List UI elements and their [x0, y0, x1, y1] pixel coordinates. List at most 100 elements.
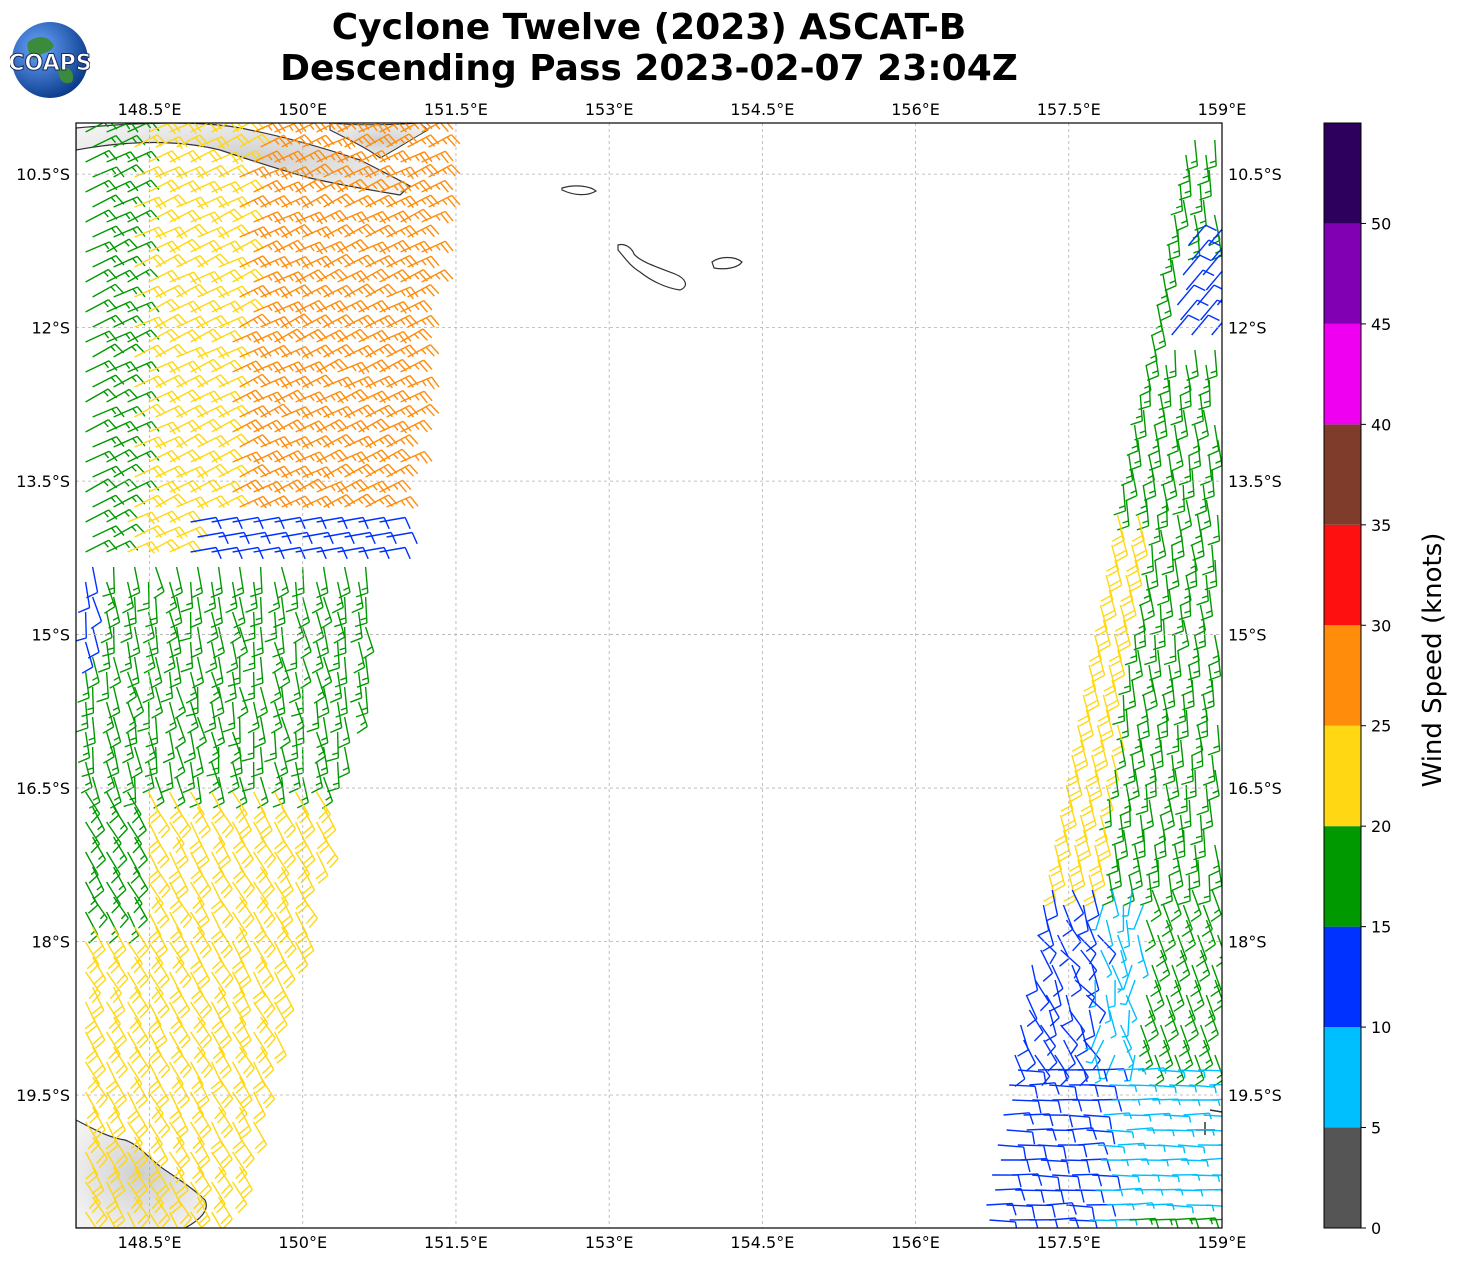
- wind-barb: [106, 971, 122, 1004]
- wind-barb: [197, 531, 229, 545]
- wind-barb: [196, 956, 211, 989]
- wind-barb: [1086, 1129, 1116, 1145]
- wind-barb: [1158, 379, 1172, 411]
- land-guadalcanal: [617, 243, 687, 291]
- wind-barb: [91, 866, 105, 899]
- wind-barb: [237, 686, 249, 719]
- wind-barb: [174, 716, 187, 749]
- wind-barb: [147, 821, 162, 854]
- wind-barb: [1123, 589, 1137, 622]
- wind-barb: [344, 314, 377, 328]
- wind-barb: [113, 255, 146, 268]
- wind-barb: [92, 343, 125, 358]
- wind-barb: [1185, 269, 1215, 291]
- wind-barb: [1101, 874, 1114, 907]
- wind-barb: [85, 330, 118, 343]
- wind-barb: [231, 566, 245, 599]
- wind-barb: [1151, 739, 1164, 771]
- wind-barb: [379, 269, 412, 283]
- wind-barb: [1135, 484, 1148, 517]
- wind-barb: [379, 389, 412, 403]
- wind-barb: [1046, 1202, 1077, 1215]
- wind-barb: [190, 596, 203, 629]
- wind-barb: [81, 686, 95, 718]
- wind-barb: [379, 239, 412, 253]
- wind-barb: [83, 716, 96, 748]
- wind-barb: [259, 956, 275, 989]
- wind-barb: [148, 298, 181, 313]
- wind-barb: [127, 209, 160, 223]
- wind-barb: [1109, 559, 1123, 592]
- wind-barb: [274, 181, 307, 195]
- colorbar-segment-7: [1324, 424, 1361, 525]
- lon-tick-top-2: 151.5°E: [424, 100, 488, 119]
- wind-barb: [1092, 1098, 1123, 1112]
- wind-barb: [1111, 514, 1125, 547]
- wind-barb: [407, 163, 440, 178]
- wind-barb: [337, 123, 370, 133]
- wind-barb: [127, 480, 160, 493]
- wind-barb: [1066, 1204, 1095, 1220]
- wind-barb: [323, 253, 356, 268]
- wind-barb: [1077, 934, 1097, 965]
- wind-barb: [1180, 499, 1193, 532]
- wind-barb: [147, 1061, 162, 1094]
- wind-barb: [338, 746, 351, 779]
- wind-barb: [386, 434, 419, 448]
- wind-barb: [1137, 934, 1145, 964]
- plot-title-line1: Cyclone Twelve (2023) ASCAT-B: [331, 7, 967, 48]
- wind-barb: [323, 193, 356, 208]
- wind-barb: [148, 390, 181, 404]
- wind-barb: [1204, 139, 1217, 171]
- wind-barb: [1103, 664, 1117, 697]
- wind-barb: [1028, 1009, 1044, 1042]
- wind-barb: [260, 285, 293, 299]
- wind-barb: [1141, 544, 1154, 576]
- wind-barb: [174, 776, 186, 809]
- wind-barb: [217, 1016, 233, 1049]
- wind-barb: [1200, 799, 1214, 831]
- wind-barb: [218, 1166, 234, 1199]
- wind-barb: [119, 641, 133, 674]
- wind-barb: [281, 926, 297, 959]
- wind-barb: [112, 986, 126, 1019]
- wind-barb: [190, 546, 222, 560]
- wind-barb: [428, 194, 461, 208]
- wind-barb: [1199, 949, 1211, 982]
- wind-barb: [295, 178, 328, 193]
- wind-barb: [1144, 919, 1157, 952]
- wind-barb: [1106, 1129, 1135, 1139]
- wind-barb: [1120, 574, 1134, 607]
- wind-barb: [176, 896, 193, 929]
- wind-barb: [133, 866, 149, 899]
- wind-barb: [1157, 1069, 1186, 1079]
- wind-barb: [1148, 514, 1161, 546]
- wind-barb: [128, 626, 141, 659]
- wind-barb: [1198, 364, 1211, 397]
- wind-barb: [1063, 799, 1077, 832]
- lon-tick-bottom-7: 159°E: [1198, 1233, 1247, 1252]
- wind-barb: [196, 806, 211, 839]
- wind-barb: [306, 701, 320, 733]
- wind-barb: [288, 671, 302, 704]
- wind-barb: [175, 926, 190, 959]
- wind-barb: [1140, 949, 1149, 979]
- wind-barb: [407, 376, 440, 390]
- wind-barb: [1191, 314, 1220, 336]
- wind-barb: [106, 361, 139, 373]
- wind-barb: [1108, 979, 1116, 1009]
- wind-barb: [344, 435, 377, 449]
- wind-barb: [1202, 754, 1216, 786]
- wind-barb: [218, 404, 251, 418]
- wind-barb: [1049, 844, 1063, 877]
- wind-barb: [386, 404, 419, 418]
- wind-barb: [1163, 1114, 1192, 1123]
- wind-barb: [421, 179, 454, 193]
- wind-barb: [218, 196, 251, 209]
- wind-barb: [92, 896, 108, 929]
- wind-barb: [239, 284, 272, 298]
- wind-barb: [1127, 769, 1140, 802]
- wind-barb: [232, 791, 248, 824]
- wind-barb: [113, 226, 146, 238]
- wind-barb: [197, 136, 230, 150]
